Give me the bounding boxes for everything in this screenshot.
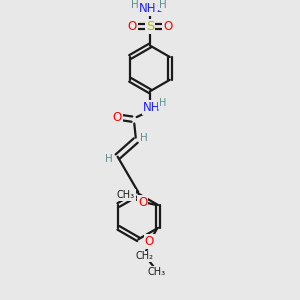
Text: CH₃: CH₃ [117, 190, 135, 200]
Text: H: H [131, 0, 139, 10]
Text: CH₃: CH₃ [148, 267, 166, 277]
Text: O: O [112, 111, 122, 124]
Text: O: O [128, 20, 137, 33]
Text: H: H [106, 154, 113, 164]
Text: H: H [159, 0, 167, 10]
Text: S: S [146, 20, 154, 33]
Text: O: O [138, 196, 148, 209]
Text: NH: NH [139, 2, 157, 15]
Text: CH₂: CH₂ [136, 251, 154, 261]
Text: 2: 2 [156, 5, 161, 14]
Text: O: O [145, 235, 154, 248]
Text: NH: NH [143, 101, 160, 114]
Text: H: H [140, 133, 148, 142]
Text: H: H [159, 98, 166, 108]
Text: O: O [163, 20, 172, 33]
